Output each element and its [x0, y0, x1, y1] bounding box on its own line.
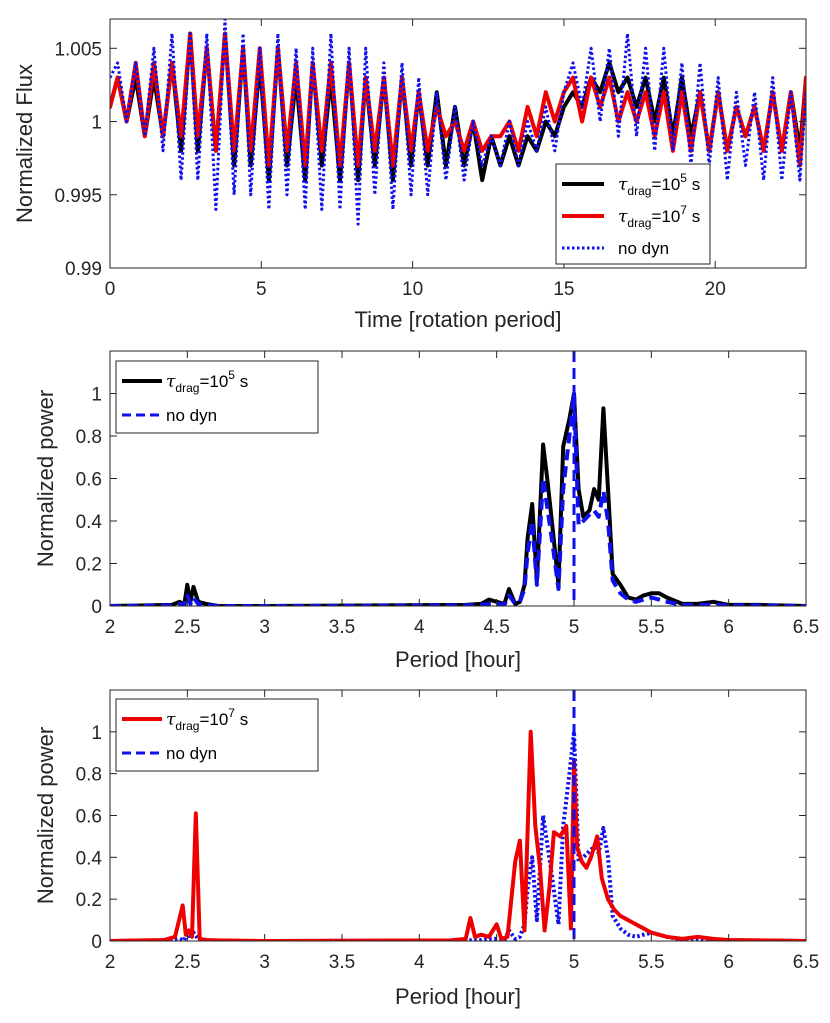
legend-label: τdrag=107 s	[166, 706, 248, 733]
y-tick-label: 1	[91, 385, 102, 406]
y-tick-label: 0	[91, 597, 102, 618]
y-tick-label: 0.2	[76, 890, 102, 911]
legend: τdrag=105 s no dyn	[115, 360, 319, 434]
legend: τdrag=107 s no dyn	[115, 698, 319, 772]
y-tick-label: 0.99	[65, 259, 102, 280]
x-tick-label: 4	[414, 952, 425, 973]
y-tick-label: 1	[91, 113, 102, 134]
y-tick-label: 0.8	[76, 765, 102, 786]
x-tick-label: 6.5	[793, 617, 819, 638]
legend-box	[115, 360, 319, 434]
x-tick-label: 5	[569, 617, 580, 638]
x-tick-label: 6	[723, 617, 734, 638]
x-tick-label: 5	[569, 952, 580, 973]
x-tick-label: 3	[259, 952, 270, 973]
plot-lines	[110, 351, 806, 606]
x-tick-label: 3	[259, 617, 270, 638]
x-tick-label: 15	[553, 279, 574, 300]
plot-lines	[110, 690, 806, 941]
x-axis-label: Period [hour]	[395, 984, 521, 1009]
x-tick-label: 5.5	[638, 617, 664, 638]
x-tick-label: 4.5	[483, 617, 509, 638]
y-tick-label: 1	[91, 723, 102, 744]
legend-label: no dyn	[618, 239, 669, 258]
x-tick-label: 2.5	[174, 617, 200, 638]
x-tick-label: 10	[402, 279, 423, 300]
y-tick-label: 0.8	[76, 427, 102, 448]
legend-label: τdrag=105 s	[166, 368, 248, 395]
series-line-1	[110, 391, 806, 606]
panel-flux-timeseries: 0 5 10 15 20 0.99 0.995 1 1.005 Time [rotation pe…	[12, 18, 807, 332]
y-tick-label: 0.6	[76, 470, 102, 491]
y-axis-label: Normalized Flux	[12, 64, 37, 223]
x-tick-label: 2	[105, 952, 116, 973]
x-tick-label: 4.5	[483, 952, 509, 973]
axes-box	[109, 18, 807, 269]
x-tick-label: 20	[705, 279, 726, 300]
x-tick-label: 3.5	[329, 952, 355, 973]
x-tick-label: 4	[414, 617, 425, 638]
x-tick-label: 5	[256, 279, 267, 300]
y-tick-label: 0.2	[76, 555, 102, 576]
x-axis-label: Time [rotation period]	[354, 307, 561, 332]
y-tick-label: 0.4	[76, 848, 103, 869]
x-tick-label: 3.5	[329, 617, 355, 638]
x-tick-label: 6.5	[793, 952, 819, 973]
y-axis-label: Normalized power	[33, 727, 58, 904]
legend-box	[115, 698, 319, 772]
x-tick-label: 5.5	[638, 952, 664, 973]
legend-label: no dyn	[166, 744, 217, 763]
y-tick-label: 0.4	[76, 512, 103, 533]
legend-label: τdrag=107 s	[618, 203, 700, 230]
y-tick-label: 0	[91, 932, 102, 953]
x-tick-label: 2.5	[174, 952, 200, 973]
y-tick-label: 0.995	[54, 186, 102, 207]
x-tick-label: 2	[105, 617, 116, 638]
panel-power-tau5: 2 2.5 3 3.5 4 4.5 5 5.5 6 6.5 0 0.2 0.4 0.6 0.8 1 Period…	[33, 350, 819, 672]
x-tick-label: 6	[723, 952, 734, 973]
y-axis-label: Normalized power	[33, 390, 58, 567]
series-line-1	[110, 729, 806, 941]
legend: τdrag=105 s τdrag=107 s no dyn	[555, 163, 711, 265]
legend-label: no dyn	[166, 406, 217, 425]
legend-label: τdrag=105 s	[618, 171, 700, 198]
y-tick-label: 1.005	[54, 39, 102, 60]
y-tick-label: 0.6	[76, 807, 102, 828]
panel-power-tau7: 2 2.5 3 3.5 4 4.5 5 5.5 6 6.5 0 0.2 0.4 0.6 0.8 1 Period…	[33, 689, 819, 1009]
x-axis-label: Period [hour]	[395, 647, 521, 672]
x-tick-label: 0	[105, 279, 116, 300]
